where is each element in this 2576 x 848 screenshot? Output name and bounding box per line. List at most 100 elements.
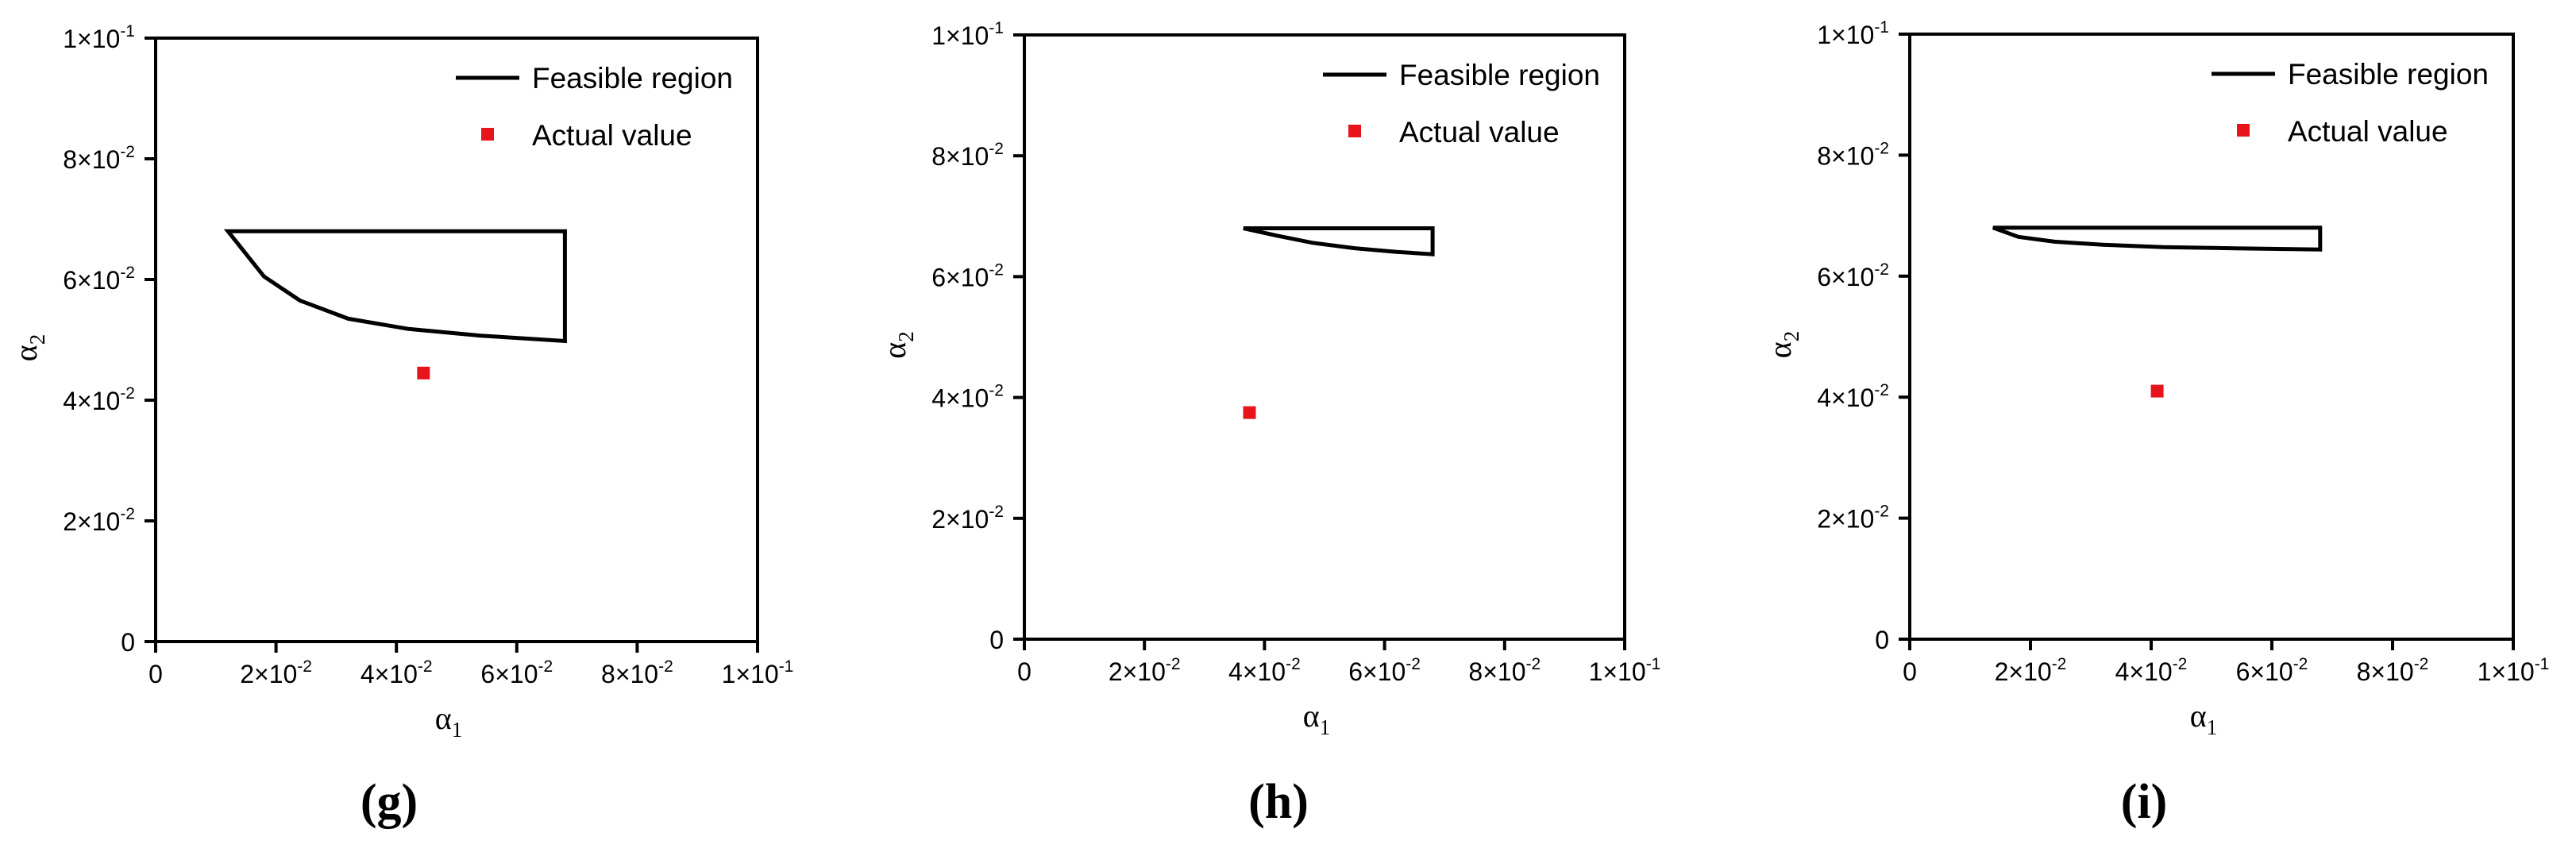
y-tick-mantissa: 6×10 — [931, 263, 989, 291]
y-tick-mantissa: 0 — [989, 626, 1004, 654]
y-tick-exponent: -2 — [1874, 139, 1889, 157]
x-tick-label: 4×10-2 — [2115, 655, 2188, 686]
y-axis-symbol: α — [8, 345, 44, 361]
x-tick-label: 2×10-2 — [1109, 655, 1181, 686]
legend: Feasible region Actual value — [456, 62, 733, 152]
y-tick-mantissa: 0 — [121, 628, 135, 657]
y-axis-symbol: α — [1762, 341, 1798, 358]
y-tick-mantissa: 8×10 — [931, 142, 989, 171]
x-tick-label: 0 — [1903, 657, 1917, 686]
y-tick-label: 2×10-2 — [1817, 503, 1889, 534]
legend-label-feasible-region: Feasible region — [532, 62, 733, 94]
y-tick-exponent: -2 — [989, 260, 1004, 279]
x-tick-mantissa: 0 — [1017, 657, 1032, 686]
x-tick-exponent: -2 — [2173, 655, 2188, 673]
legend-point-swatch — [481, 128, 494, 141]
x-tick-mantissa: 2×10 — [1995, 657, 2052, 686]
x-tick-label: 4×10-2 — [1228, 655, 1301, 686]
y-tick-label: 0 — [989, 626, 1004, 654]
x-tick-label: 1×10-1 — [1589, 655, 1661, 686]
y-tick-label: 0 — [1875, 626, 1889, 654]
actual-value-point — [417, 366, 430, 380]
legend-point-swatch — [2237, 124, 2250, 137]
y-axis-subscript: 2 — [1780, 331, 1803, 342]
y-tick-exponent: -1 — [989, 19, 1004, 37]
x-tick-mantissa: 4×10 — [1228, 657, 1286, 686]
y-tick-mantissa: 1×10 — [1817, 21, 1874, 49]
y-axis-subscript: 2 — [25, 334, 49, 345]
y-tick-label: 6×10-2 — [1817, 260, 1889, 291]
x-tick-exponent: -1 — [1646, 655, 1661, 673]
x-tick-mantissa: 2×10 — [1109, 657, 1166, 686]
x-tick-label: 1×10-1 — [722, 657, 794, 688]
x-tick-exponent: -2 — [418, 657, 433, 676]
x-tick-label: 8×10-2 — [1468, 655, 1541, 686]
x-tick-mantissa: 1×10 — [1589, 657, 1646, 686]
x-tick-mantissa: 8×10 — [601, 660, 658, 688]
y-tick-label: 1×10-1 — [1817, 18, 1889, 49]
y-tick-mantissa: 4×10 — [1817, 384, 1874, 412]
y-tick-mantissa: 6×10 — [63, 266, 120, 295]
legend-label-actual-value: Actual value — [2288, 115, 2448, 148]
x-tick-exponent: -2 — [2414, 655, 2429, 673]
x-tick-mantissa: 8×10 — [2357, 657, 2414, 686]
x-tick-exponent: -2 — [658, 657, 673, 676]
x-tick-exponent: -1 — [779, 657, 794, 676]
x-tick-mantissa: 1×10 — [722, 660, 779, 688]
y-tick-mantissa: 4×10 — [63, 387, 120, 415]
y-axis-title: α2 — [8, 334, 49, 361]
y-tick-exponent: -1 — [120, 22, 135, 40]
x-axis-symbol: α — [435, 700, 452, 736]
plot-frame — [154, 37, 759, 643]
x-tick-exponent: -2 — [1166, 655, 1181, 673]
x-tick-label: 2×10-2 — [240, 657, 312, 688]
x-tick-mantissa: 0 — [1903, 657, 1917, 686]
feasible-region-outline — [1243, 226, 1435, 256]
x-tick-label: 0 — [1017, 657, 1032, 686]
y-tick-label: 6×10-2 — [63, 264, 135, 295]
y-tick-exponent: -2 — [120, 143, 135, 161]
y-tick-label: 2×10-2 — [931, 503, 1004, 534]
x-tick-label: 8×10-2 — [2357, 655, 2429, 686]
y-tick-mantissa: 2×10 — [63, 507, 120, 536]
y-tick-exponent: -2 — [989, 140, 1004, 158]
x-tick-mantissa: 4×10 — [2115, 657, 2173, 686]
x-tick-exponent: -2 — [2052, 655, 2067, 673]
x-tick-label: 6×10-2 — [2236, 655, 2308, 686]
x-tick-mantissa: 0 — [148, 660, 163, 688]
legend-label-actual-value: Actual value — [532, 119, 692, 152]
legend: Feasible region Actual value — [2212, 58, 2489, 148]
actual-value-point — [1243, 406, 1256, 419]
chart-panel-1: 002×10-22×10-24×10-24×10-26×10-26×10-28×… — [8, 22, 793, 829]
y-tick-mantissa: 2×10 — [931, 505, 989, 534]
x-tick-mantissa: 4×10 — [361, 660, 418, 688]
x-tick-exponent: -2 — [297, 657, 312, 676]
y-tick-label: 6×10-2 — [931, 260, 1004, 291]
x-axis-subscript: 1 — [452, 718, 463, 742]
x-tick-exponent: -1 — [2535, 655, 2550, 673]
x-tick-label: 6×10-2 — [480, 657, 553, 688]
legend-label-feasible-region: Feasible region — [2288, 58, 2489, 91]
y-tick-label: 4×10-2 — [1817, 381, 1889, 412]
x-tick-label: 0 — [148, 660, 163, 688]
y-tick-mantissa: 0 — [1875, 626, 1889, 654]
y-tick-mantissa: 1×10 — [931, 21, 989, 50]
feasible-region-outline — [223, 229, 567, 344]
y-tick-mantissa: 8×10 — [63, 145, 120, 174]
y-tick-exponent: -2 — [1874, 381, 1889, 399]
legend-label-feasible-region: Feasible region — [1399, 59, 1600, 91]
legend: Feasible region Actual value — [1323, 59, 1600, 148]
y-tick-exponent: -2 — [120, 264, 135, 282]
y-tick-label: 8×10-2 — [1817, 139, 1889, 170]
y-tick-mantissa: 8×10 — [1817, 141, 1874, 170]
x-tick-label: 8×10-2 — [601, 657, 673, 688]
panel-label: (i) — [2121, 775, 2168, 829]
y-tick-label: 8×10-2 — [931, 140, 1004, 171]
y-axis-subscript: 2 — [894, 331, 918, 342]
legend-point-swatch — [1348, 125, 1361, 137]
y-tick-exponent: -2 — [1874, 503, 1889, 521]
y-axis-title: α2 — [1762, 331, 1803, 358]
panel-label: (g) — [361, 775, 418, 829]
x-tick-label: 6×10-2 — [1348, 655, 1421, 686]
